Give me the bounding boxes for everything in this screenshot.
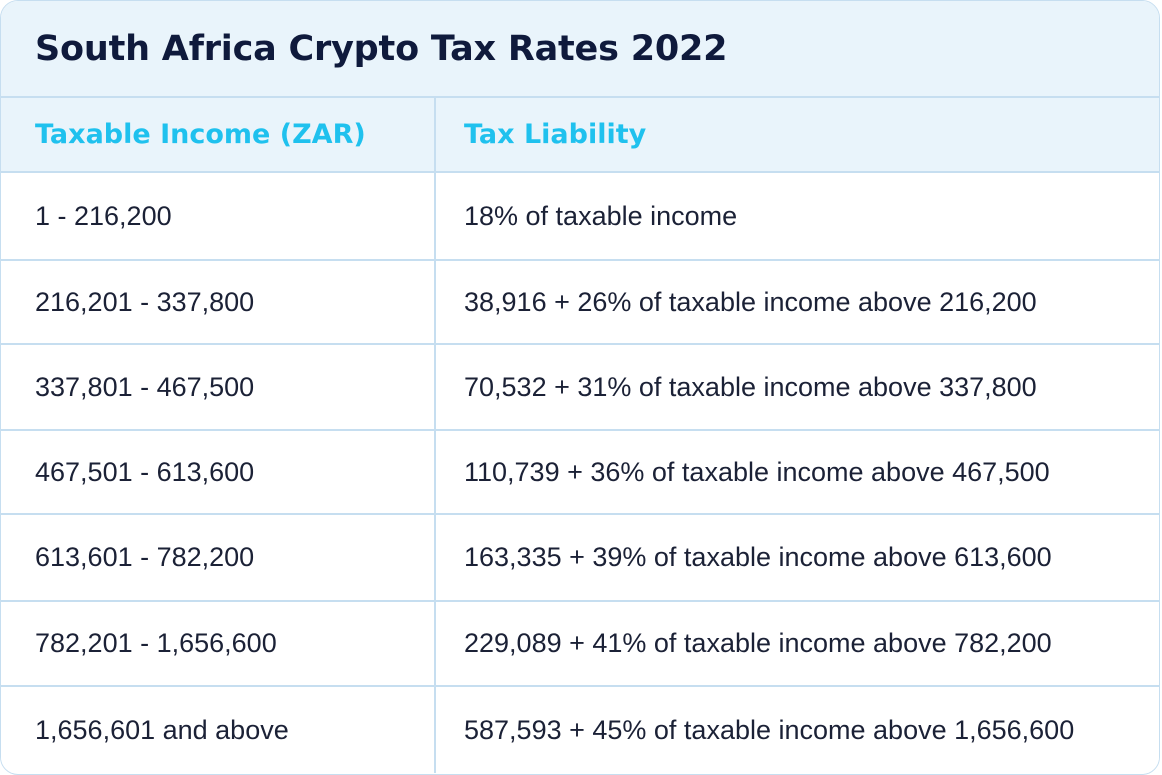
table-row: 613,601 - 782,200 163,335 + 39% of taxab… — [1, 515, 1159, 602]
header-tax-liability: Tax Liability — [464, 119, 647, 150]
page-title: South Africa Crypto Tax Rates 2022 — [35, 28, 728, 69]
liability-cell: 163,335 + 39% of taxable income above 61… — [464, 542, 1052, 572]
liability-cell: 70,532 + 31% of taxable income above 337… — [464, 371, 1037, 402]
income-cell: 1,656,601 and above — [1, 687, 436, 773]
liability-cell: 587,593 + 45% of taxable income above 1,… — [464, 714, 1075, 745]
income-cell: 782,201 - 1,656,600 — [1, 602, 436, 685]
income-cell: 1 - 216,200 — [1, 173, 436, 259]
title-bar: South Africa Crypto Tax Rates 2022 — [1, 1, 1159, 98]
header-taxable-income: Taxable Income (ZAR) — [1, 98, 436, 171]
income-cell: 467,501 - 613,600 — [1, 431, 436, 513]
liability-cell: 38,916 + 26% of taxable income above 216… — [464, 286, 1037, 317]
table-row: 1,656,601 and above 587,593 + 45% of tax… — [1, 687, 1159, 773]
income-cell: 216,201 - 337,800 — [1, 261, 436, 343]
income-cell: 613,601 - 782,200 — [1, 515, 436, 600]
liability-cell: 110,739 + 36% of taxable income above 46… — [464, 456, 1050, 487]
table-row: 782,201 - 1,656,600 229,089 + 41% of tax… — [1, 602, 1159, 687]
table-row: 1 - 216,200 18% of taxable income — [1, 173, 1159, 261]
table-header-row: Taxable Income (ZAR) Tax Liability — [1, 98, 1159, 173]
table-row: 216,201 - 337,800 38,916 + 26% of taxabl… — [1, 261, 1159, 345]
liability-cell: 18% of taxable income — [464, 200, 738, 231]
liability-cell: 229,089 + 41% of taxable income above 78… — [464, 628, 1052, 658]
income-cell: 337,801 - 467,500 — [1, 345, 436, 429]
table-row: 467,501 - 613,600 110,739 + 36% of taxab… — [1, 431, 1159, 515]
table-row: 337,801 - 467,500 70,532 + 31% of taxabl… — [1, 345, 1159, 431]
